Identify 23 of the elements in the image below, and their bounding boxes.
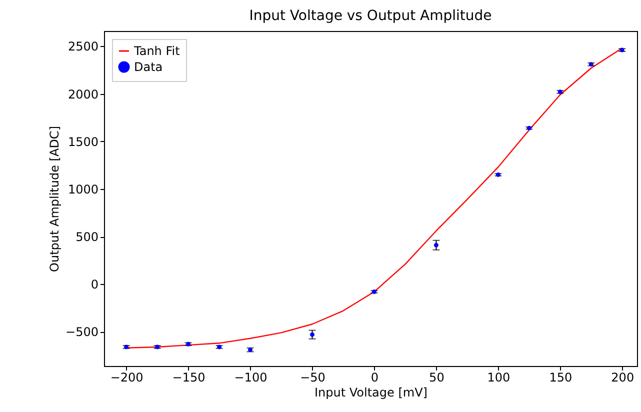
y-tick-label: −500 [66,325,98,340]
x-axis-title: Input Voltage [mV] [314,386,428,400]
y-tick-label: 2500 [68,40,98,54]
x-tick-label: 150 [549,370,572,384]
legend-label: Tanh Fit [133,44,180,58]
y-tick-label: 2000 [68,87,98,102]
y-tick-label: 0 [90,278,98,292]
y-tick-label: 1000 [68,182,98,196]
x-tick-label: 50 [429,370,444,384]
x-tick-label: 0 [370,370,379,384]
y-tick-label: 500 [76,230,98,244]
x-tick-label: 200 [611,370,634,384]
legend-label: Data [134,60,163,74]
y-tick-label: 1500 [68,134,98,149]
y-axis-title: Output Amplitude [ADC] [48,126,62,272]
point [434,242,438,248]
x-tick-label: −150 [172,370,206,384]
x-tick-label: −50 [300,370,326,384]
chart-title: Input Voltage vs Output Amplitude [249,8,492,24]
point [310,332,314,337]
x-tick-label: −200 [110,370,144,384]
x-tick-label: 100 [487,370,510,384]
x-tick-label: −100 [234,370,268,384]
